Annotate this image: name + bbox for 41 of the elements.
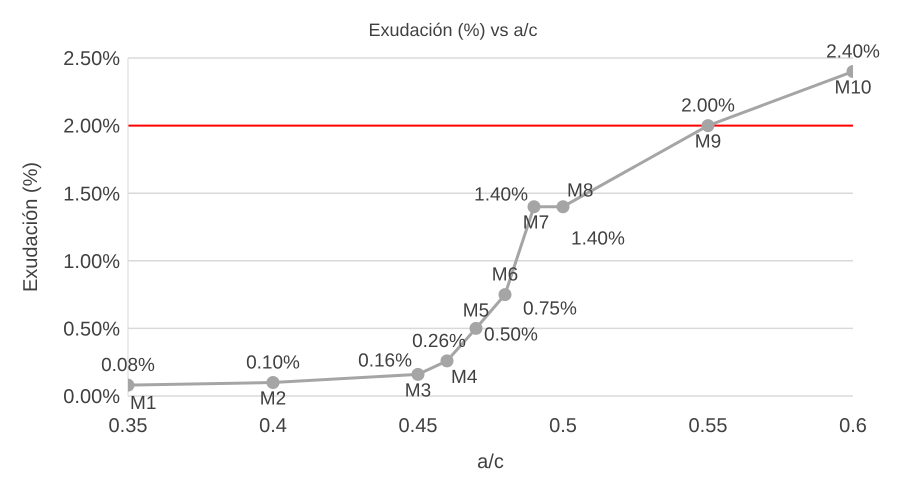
- point: [412, 368, 424, 381]
- annotation: M9: [694, 132, 722, 153]
- data-label: 0.26%: [412, 330, 466, 352]
- annotation: M8: [567, 180, 594, 202]
- data-label: 0.10%: [246, 352, 300, 374]
- data-label: 2.00%: [681, 96, 736, 117]
- x-tick-label: 0.4: [259, 415, 287, 438]
- annotation: M7: [522, 212, 550, 234]
- data-label: 1.40%: [571, 228, 625, 250]
- annotation: M5: [462, 300, 490, 322]
- x-tick-label: 0.55: [688, 415, 728, 438]
- data-label: 2.40%: [826, 42, 880, 63]
- point: [470, 322, 482, 335]
- annotation: M6: [492, 264, 518, 286]
- point: [440, 354, 454, 368]
- data-label: 0.75%: [523, 298, 577, 320]
- point: [498, 288, 512, 302]
- x-axis-title: a/c: [477, 451, 504, 473]
- y-axis-title: Exudación (%): [20, 162, 42, 292]
- data-label: 0.16%: [358, 350, 412, 372]
- x-tick-label: 0.6: [839, 415, 867, 438]
- y-tick-label: 1.50%: [63, 183, 120, 206]
- point: [556, 200, 570, 214]
- annotation: M4: [451, 366, 478, 388]
- annotation: M2: [260, 388, 286, 410]
- point: [528, 200, 540, 214]
- annotation: M1: [130, 393, 156, 414]
- data-label: 0.50%: [484, 324, 538, 346]
- chart-title: Exudación (%) vs a/c: [368, 20, 538, 40]
- y-tick-label: 2.00%: [63, 116, 120, 138]
- annotation: M3: [404, 380, 432, 402]
- x-tick-label: 0.45: [398, 415, 438, 438]
- annotation: M10: [834, 78, 872, 99]
- data-label: 0.08%: [101, 355, 156, 376]
- y-tick-label: 2.50%: [63, 48, 120, 70]
- x-tick-label: 0.5: [549, 415, 577, 438]
- data-label: 1.40%: [474, 184, 528, 206]
- y-tick-label: 0.00%: [63, 386, 120, 408]
- x-tick-label: 0.35: [108, 415, 148, 438]
- y-tick-label: 1.00%: [63, 250, 120, 273]
- y-tick-label: 0.50%: [63, 318, 120, 340]
